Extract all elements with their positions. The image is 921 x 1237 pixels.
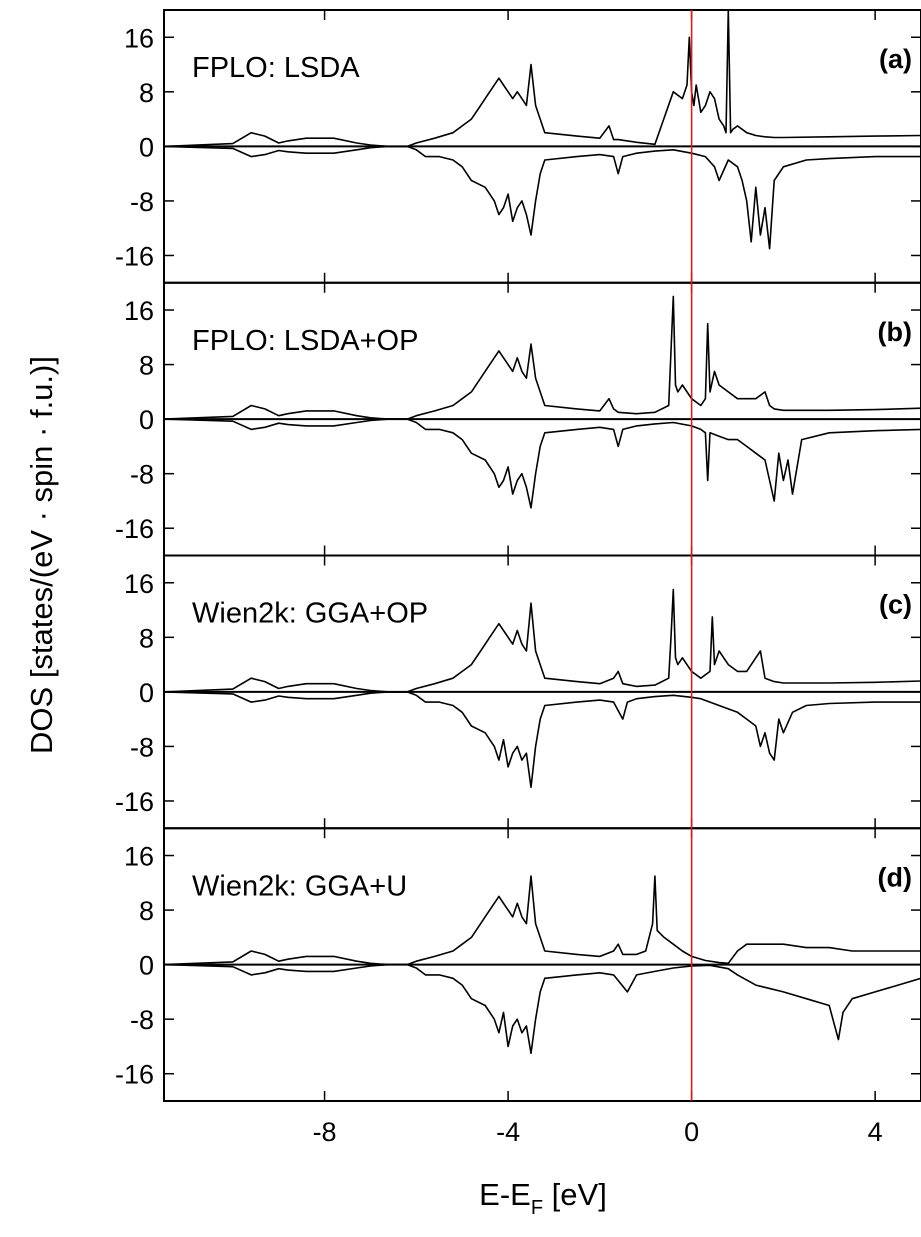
x-axis-title: E-EF [eV] <box>479 1177 607 1219</box>
x-axis-title-subscript: F <box>531 1197 543 1219</box>
panel-2: 16 8 0 -8 -16 FPLO: LSDA+OP (b) <box>115 281 921 557</box>
y-tick-label: -16 <box>115 514 154 544</box>
x-tick-label: -8 <box>313 1117 337 1147</box>
panels-layer: 16 8 0 -8 -16 FPLO: LSDA (a) 16 8 0 -8 -16 FPLO: LSD… <box>115 9 921 1102</box>
x-tick-label: 0 <box>684 1117 699 1147</box>
y-axis-title: DOS [states/(eV · spin · f.u.)] <box>24 356 59 754</box>
panel-title: Wien2k: GGA+OP <box>192 598 428 630</box>
spin-down-dos-line <box>164 145 921 250</box>
y-tick-label: 16 <box>124 296 154 326</box>
y-tick-label: 16 <box>124 23 154 53</box>
spin-down-dos-line <box>164 691 921 789</box>
panel-tag: (d) <box>878 862 912 892</box>
y-tick-label: -8 <box>130 187 154 217</box>
x-axis-title-main: E-E <box>479 1177 531 1212</box>
x-axis-title-unit: [eV] <box>543 1177 607 1212</box>
y-tick-label: 0 <box>139 405 154 435</box>
panel-3: 16 8 0 -8 -16 Wien2k: GGA+OP (c) <box>115 554 921 830</box>
y-tick-label: -8 <box>130 1005 154 1035</box>
y-tick-label: 8 <box>139 623 154 653</box>
y-tick-label: -8 <box>130 732 154 762</box>
y-tick-label: 8 <box>139 78 154 108</box>
y-tick-label: 8 <box>139 351 154 381</box>
x-tick-label: -4 <box>496 1117 520 1147</box>
spin-up-dos-line <box>164 875 921 966</box>
spin-up-dos-line <box>164 295 921 420</box>
panel-1: 16 8 0 -8 -16 FPLO: LSDA (a) <box>115 9 921 284</box>
y-tick-label: -16 <box>115 241 154 271</box>
panel-title: Wien2k: GGA+U <box>192 870 407 902</box>
y-tick-label: -16 <box>115 1060 154 1090</box>
x-axis-ticks: -8 -4 0 4 <box>313 1117 883 1147</box>
y-tick-label: -8 <box>130 460 154 490</box>
y-tick-label: -16 <box>115 787 154 817</box>
panel-title: FPLO: LSDA+OP <box>192 325 418 357</box>
panel-4: 16 8 0 -8 -16 Wien2k: GGA+U (d) <box>115 827 921 1102</box>
panel-tag: (a) <box>879 44 912 74</box>
panel-tag: (b) <box>878 317 912 347</box>
panel-tag: (c) <box>879 590 912 620</box>
x-tick-label: 4 <box>868 1117 883 1147</box>
y-tick-label: 8 <box>139 896 154 926</box>
y-tick-label: 0 <box>139 132 154 162</box>
y-tick-label: 0 <box>139 951 154 981</box>
spin-down-dos-line <box>164 418 921 509</box>
spin-down-dos-line <box>164 963 921 1055</box>
y-tick-label: 16 <box>124 569 154 599</box>
y-tick-label: 16 <box>124 842 154 872</box>
y-tick-label: 0 <box>139 678 154 708</box>
panel-title: FPLO: LSDA <box>192 52 360 84</box>
